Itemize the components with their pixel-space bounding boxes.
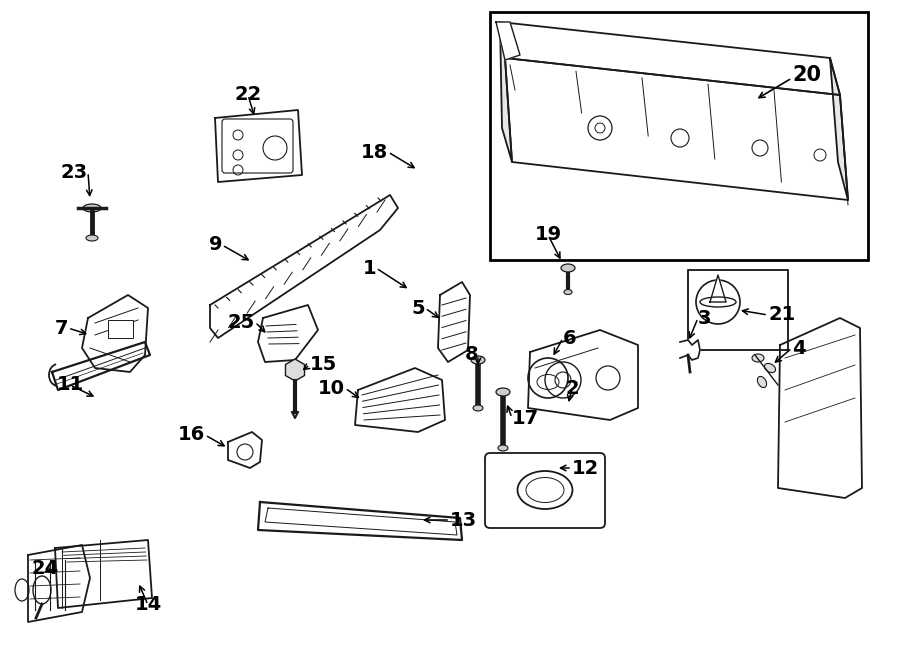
Polygon shape	[830, 58, 848, 200]
Polygon shape	[505, 58, 848, 200]
Ellipse shape	[83, 204, 101, 212]
Text: 9: 9	[209, 235, 222, 254]
Ellipse shape	[752, 354, 764, 362]
Text: 2: 2	[565, 379, 579, 397]
Polygon shape	[680, 340, 700, 360]
Text: 6: 6	[563, 329, 577, 348]
Polygon shape	[500, 22, 840, 95]
Text: 25: 25	[228, 313, 255, 332]
Polygon shape	[55, 540, 152, 608]
Ellipse shape	[764, 364, 776, 373]
Polygon shape	[228, 432, 262, 468]
Text: 14: 14	[134, 596, 162, 615]
Polygon shape	[710, 275, 726, 302]
Polygon shape	[438, 282, 470, 362]
Bar	[490, 12, 868, 260]
Text: 18: 18	[361, 143, 388, 161]
Text: 5: 5	[411, 299, 425, 317]
FancyBboxPatch shape	[222, 119, 293, 173]
Polygon shape	[496, 22, 520, 60]
Text: 17: 17	[512, 408, 539, 428]
Polygon shape	[52, 342, 150, 390]
Ellipse shape	[498, 445, 508, 451]
Text: 7: 7	[55, 319, 68, 338]
Text: 21: 21	[768, 305, 796, 325]
Ellipse shape	[564, 290, 572, 295]
Text: 19: 19	[535, 225, 562, 245]
Text: 13: 13	[450, 510, 477, 529]
Polygon shape	[355, 368, 445, 432]
Polygon shape	[528, 330, 638, 420]
Polygon shape	[210, 195, 398, 338]
Text: 12: 12	[572, 459, 599, 477]
Text: 4: 4	[792, 338, 806, 358]
Text: 11: 11	[57, 375, 84, 395]
Text: 16: 16	[178, 426, 205, 444]
Polygon shape	[500, 22, 512, 162]
Polygon shape	[258, 305, 318, 362]
Ellipse shape	[473, 405, 483, 411]
Text: 24: 24	[32, 559, 58, 578]
Polygon shape	[778, 318, 862, 498]
Text: 3: 3	[698, 309, 712, 327]
Ellipse shape	[86, 235, 98, 241]
Text: 23: 23	[61, 163, 88, 182]
Text: 10: 10	[318, 379, 345, 397]
Bar	[688, 270, 788, 350]
Text: 20: 20	[792, 65, 821, 85]
Bar	[108, 320, 133, 338]
Polygon shape	[82, 295, 148, 372]
Ellipse shape	[758, 376, 767, 387]
Polygon shape	[258, 502, 462, 540]
Text: 22: 22	[234, 85, 262, 104]
FancyBboxPatch shape	[485, 453, 605, 528]
Polygon shape	[28, 545, 90, 622]
Text: 8: 8	[464, 346, 478, 364]
Text: 15: 15	[310, 356, 338, 375]
Ellipse shape	[496, 388, 510, 396]
Polygon shape	[215, 110, 302, 182]
Ellipse shape	[561, 264, 575, 272]
Ellipse shape	[471, 356, 485, 364]
Text: 1: 1	[363, 258, 376, 278]
